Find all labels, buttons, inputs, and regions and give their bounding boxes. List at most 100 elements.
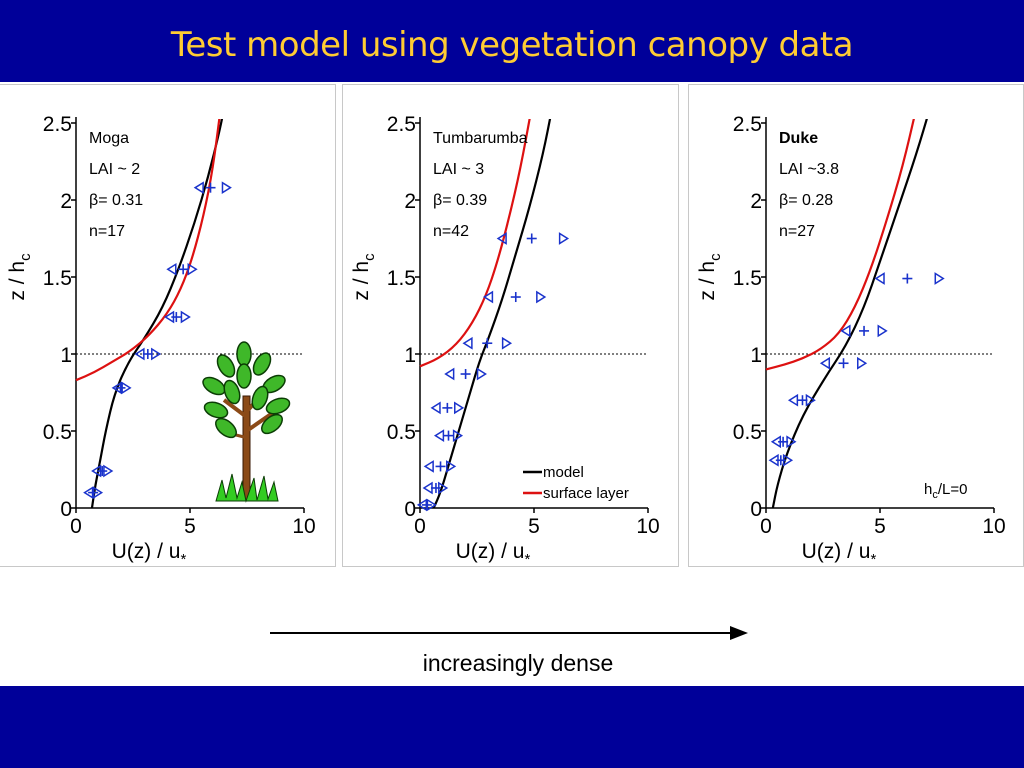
y-tick-label: 0	[60, 498, 72, 521]
y-tick-label: 1	[750, 344, 762, 367]
obs-right-triangle	[446, 460, 457, 473]
observation-marker	[111, 381, 132, 395]
observation-marker	[496, 232, 570, 245]
site-info-line: n=27	[779, 223, 815, 240]
obs-left-triangle	[166, 262, 177, 276]
header-band	[0, 0, 1024, 82]
y-tick-label: 0.5	[387, 421, 416, 444]
site-name: Duke	[779, 130, 818, 147]
footer-band	[0, 686, 1024, 768]
obs-right-triangle	[558, 232, 570, 245]
observation-marker	[840, 324, 888, 338]
observation-marker	[433, 429, 464, 442]
y-axis-label: z / hc	[350, 253, 378, 301]
obs-right-triangle	[877, 324, 888, 338]
grass	[215, 473, 279, 503]
observation-marker	[416, 498, 437, 512]
obs-left-triangle	[433, 429, 445, 442]
y-axis-label: z / hc	[696, 253, 724, 301]
site-info-line: β= 0.31	[89, 192, 143, 209]
y-tick-label: 1.5	[387, 267, 416, 290]
y-tick-label: 2	[750, 190, 762, 213]
site-name: Tumbarumba	[433, 130, 528, 147]
stability-annotation: hc/L=0	[924, 481, 967, 501]
chart-moga: 0 0.5 1 1.5 2 2.5 0 5 10 U(z) / u* z / hc Moga LAI ~…	[6, 113, 316, 568]
obs-left-triangle	[422, 481, 433, 495]
y-tick-label: 2	[60, 190, 72, 213]
observation-marker	[166, 262, 198, 276]
obs-left-triangle	[840, 324, 851, 338]
chart-panel-tumbarumba: 0 0.5 1 1.5 2 2.5 0 5 10 U(z) / u* z / hc Tumbarumb…	[342, 84, 679, 568]
site-info-line: LAI ~3.8	[779, 161, 839, 178]
y-tick-label: 0	[404, 498, 416, 521]
y-tick-label: 2.5	[43, 113, 72, 136]
x-tick-label: 5	[528, 515, 540, 538]
obs-left-triangle	[193, 181, 204, 195]
tree-leaf	[203, 401, 229, 419]
y-tick-label: 1	[404, 344, 416, 367]
obs-right-triangle	[454, 401, 465, 415]
site-info-line: n=42	[433, 223, 469, 240]
density-arrow-label: increasingly dense	[422, 650, 614, 676]
tree-leaf	[251, 385, 269, 411]
observation-marker	[83, 486, 104, 499]
x-axis-label: U(z) / u*	[802, 540, 877, 568]
density-arrow	[270, 626, 748, 640]
tree-leaf	[261, 413, 283, 435]
surface-layer-curve	[419, 119, 531, 368]
obs-left-triangle	[874, 272, 885, 285]
obs-right-triangle	[476, 367, 487, 381]
tree-branch	[222, 398, 250, 420]
chart-tumbarumba: 0 0.5 1 1.5 2 2.5 0 5 10 U(z) / u* z / hc Tumbarumb…	[350, 113, 660, 568]
obs-right-triangle	[501, 336, 513, 350]
tree-leaf	[223, 379, 241, 405]
observation-marker	[423, 460, 457, 473]
obs-right-triangle	[180, 310, 191, 324]
y-tick-label: 0	[750, 498, 762, 521]
x-tick-label: 10	[982, 515, 1005, 538]
site-info-line: β= 0.39	[433, 192, 487, 209]
obs-left-triangle	[462, 336, 473, 350]
obs-right-triangle	[452, 429, 464, 442]
observation-marker	[874, 272, 945, 285]
chart-duke: 0 0.5 1 1.5 2 2.5 0 5 10 U(z) / u* z / hc Duke LAI ~…	[696, 113, 1006, 568]
tree-leaf	[252, 352, 272, 376]
obs-left-triangle	[423, 460, 434, 473]
x-tick-label: 10	[636, 515, 659, 538]
obs-right-triangle	[536, 290, 547, 304]
obs-left-triangle	[819, 356, 831, 370]
site-info-line: n=17	[89, 223, 125, 240]
model-curve	[90, 119, 224, 508]
obs-right-triangle	[857, 356, 868, 370]
y-tick-label: 2.5	[387, 113, 416, 136]
observation-marker	[134, 347, 162, 361]
observation-marker	[819, 356, 868, 370]
tree-branch	[246, 410, 276, 432]
y-tick-label: 0.5	[43, 421, 72, 444]
tree-leaf	[236, 363, 252, 389]
surface-layer-curve	[75, 119, 221, 382]
site-info-line: β= 0.28	[779, 192, 833, 209]
x-tick-label: 5	[874, 515, 886, 538]
site-info-line: LAI ~ 2	[89, 161, 140, 178]
obs-right-triangle	[187, 262, 198, 276]
y-tick-label: 2.5	[733, 113, 762, 136]
observation-marker	[787, 393, 816, 407]
x-tick-label: 0	[70, 515, 82, 538]
surface-layer-curve	[765, 119, 915, 371]
x-axis-label: U(z) / u*	[456, 540, 531, 568]
model-curve	[771, 119, 928, 508]
chart-panel-duke: 0 0.5 1 1.5 2 2.5 0 5 10 U(z) / u* z / hc Duke LAI ~…	[688, 84, 1024, 568]
x-tick-label: 0	[414, 515, 426, 538]
chart-panel-moga: 0 0.5 1 1.5 2 2.5 0 5 10 U(z) / u* z / hc Moga LAI ~…	[0, 84, 336, 568]
y-axis-label: z / hc	[6, 253, 34, 301]
x-tick-label: 10	[292, 515, 315, 538]
observation-marker	[462, 336, 513, 350]
observation-marker	[91, 464, 114, 478]
x-axis-label: U(z) / u*	[112, 540, 187, 568]
obs-left-triangle	[482, 290, 494, 304]
model-curve	[432, 119, 552, 508]
site-name: Moga	[89, 130, 129, 147]
obs-left-triangle	[787, 393, 799, 407]
obs-right-triangle	[934, 272, 945, 285]
